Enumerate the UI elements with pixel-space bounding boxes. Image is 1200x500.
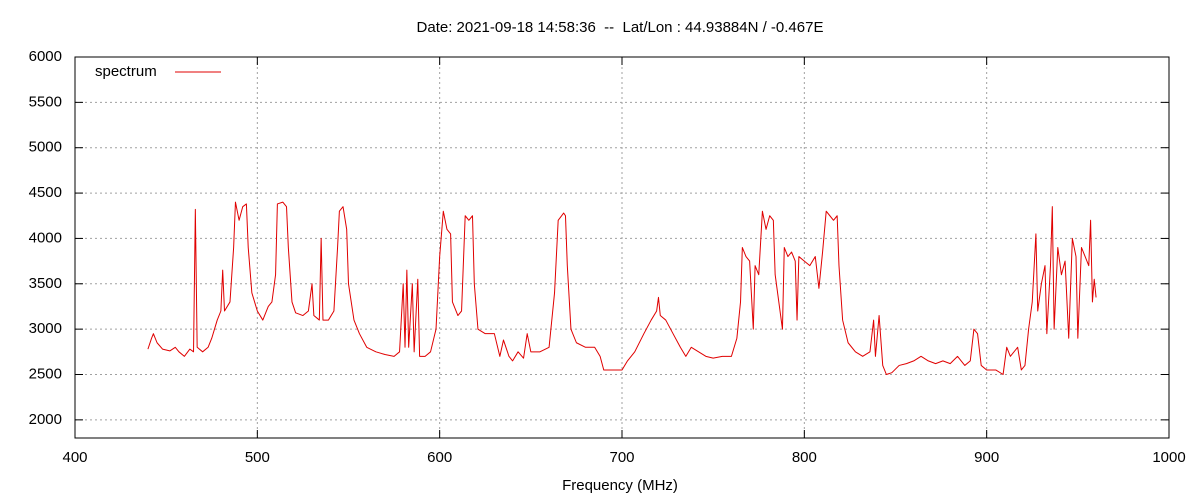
y-tick-label: 5000 xyxy=(29,139,62,156)
y-tick-label: 5500 xyxy=(29,93,62,110)
plot-frame xyxy=(74,56,1170,439)
y-tick-label: 4000 xyxy=(29,229,62,246)
y-tick-label: 3000 xyxy=(29,320,62,337)
x-tick-label: 400 xyxy=(62,449,87,466)
x-tick-label: 600 xyxy=(427,449,452,466)
spectrum-line xyxy=(147,201,1097,375)
x-tick-label: 700 xyxy=(609,449,634,466)
y-tick-label: 2000 xyxy=(29,411,62,428)
y-tick-label: 3500 xyxy=(29,275,62,292)
y-tick-label: 4500 xyxy=(29,184,62,201)
x-tick-label: 800 xyxy=(792,449,817,466)
x-tick-label: 500 xyxy=(245,449,270,466)
x-axis-label: Frequency (MHz) xyxy=(562,477,678,494)
x-tick-label: 1000 xyxy=(1152,449,1185,466)
chart-title: Date: 2021-09-18 14:58:36 -- Lat/Lon : 4… xyxy=(417,19,824,36)
x-tick-label: 900 xyxy=(974,449,999,466)
y-tick-label: 6000 xyxy=(29,48,62,65)
legend-label: spectrum xyxy=(95,63,157,80)
y-tick-label: 2500 xyxy=(29,365,62,382)
